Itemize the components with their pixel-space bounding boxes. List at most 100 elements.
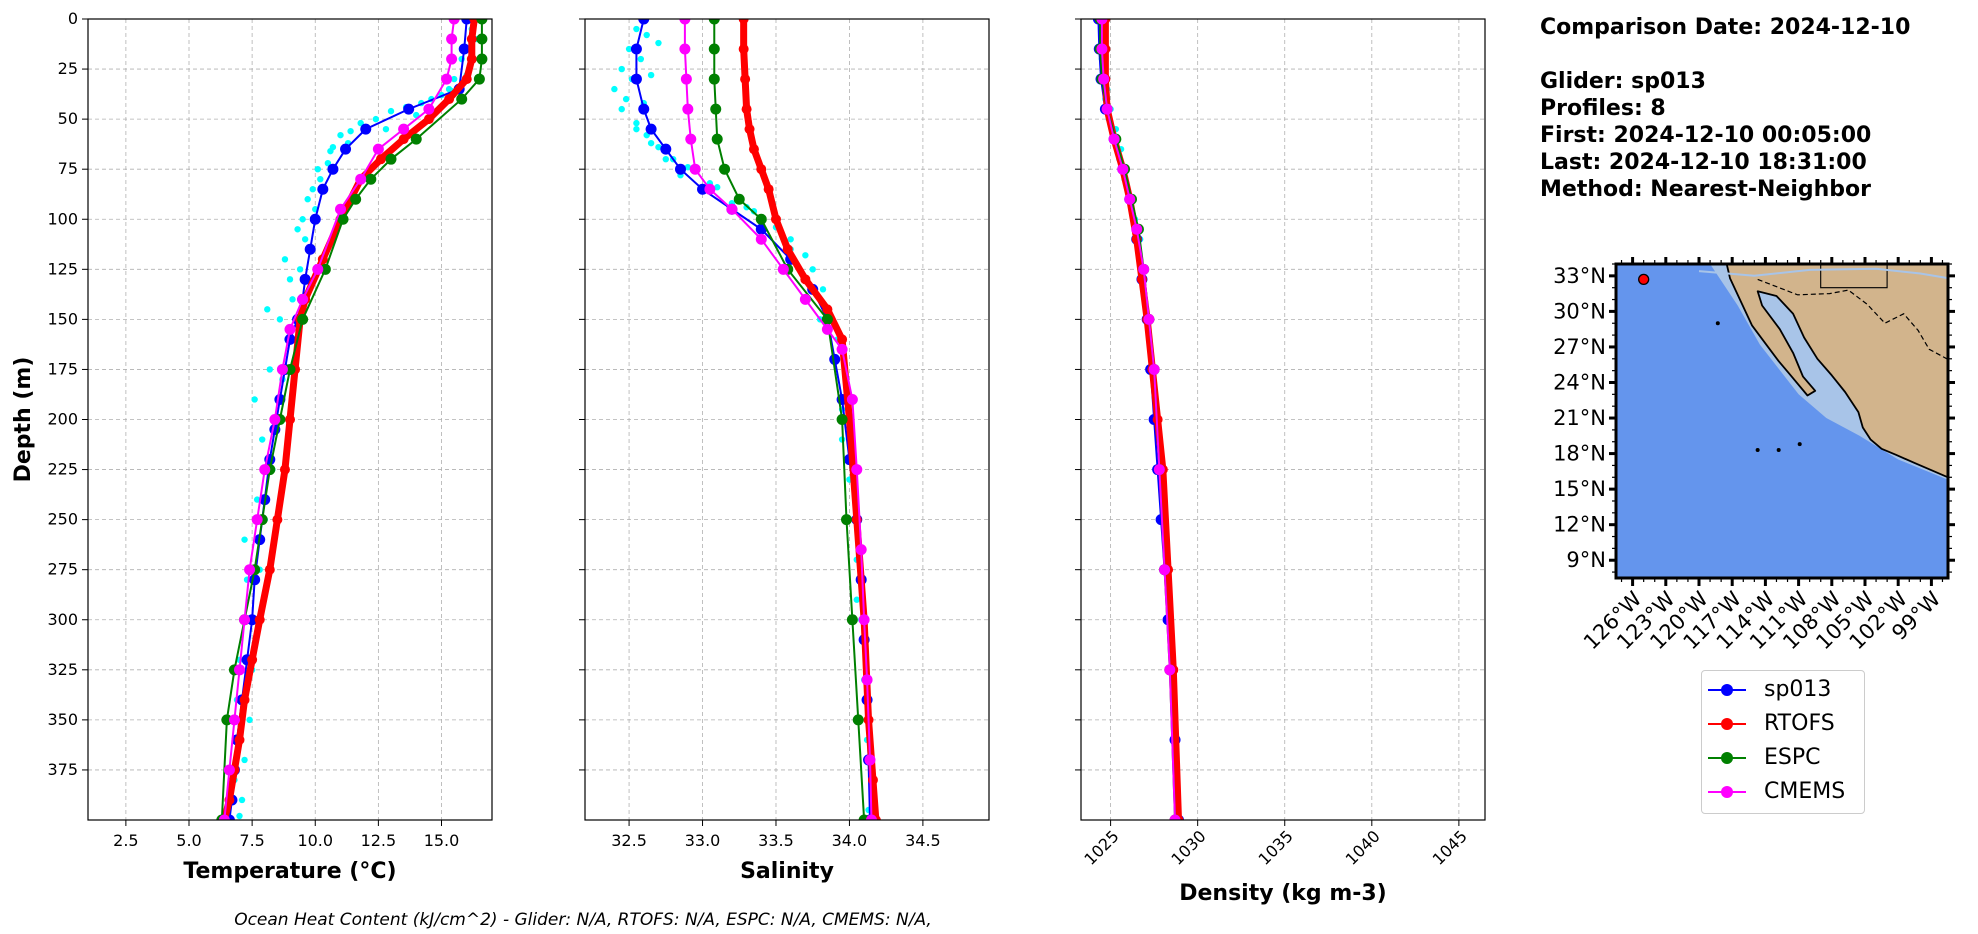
data-point [822,304,833,315]
state-border [1820,264,1888,289]
data-point [221,714,233,726]
island [1755,448,1760,453]
data-point [836,343,848,355]
scatter-point [324,159,332,167]
data-point [638,19,650,25]
data-point [685,133,697,145]
legend-label: CMEMS [1764,779,1846,804]
data-point [679,19,691,25]
data-point [865,814,877,820]
first-time: First: 2024-12-10 00:05:00 [1540,123,1872,148]
data-point [476,33,488,45]
lat-label: 12°N [1553,513,1606,537]
grid [1081,18,1485,820]
x-axis-label: Temperature (°C) [183,859,396,884]
data-point [398,123,410,135]
scatter-point [445,85,453,93]
x-tick-label: 32.5 [611,831,647,850]
data-point [444,94,455,105]
data-point [708,43,720,55]
lat-label: 18°N [1553,442,1606,466]
scatter-point [236,812,243,820]
data-point [461,19,473,25]
land [1725,264,1948,479]
data-point [711,133,723,145]
river [1698,267,1948,280]
data-point [1117,163,1129,175]
y-tick-label: 275 [47,560,78,579]
data-point [375,154,386,165]
data-point [738,19,749,24]
map-frame [1614,262,1950,580]
y-tick-label: 50 [58,109,78,128]
x-tick-label: 33.5 [758,831,794,850]
data-point [234,664,245,676]
data-point [319,263,331,275]
data-point [239,694,250,705]
legend-label: ESPC [1764,745,1821,770]
data-point [756,164,767,175]
data-point [704,183,716,195]
data-point [855,544,867,556]
lat-label: 27°N [1553,335,1606,359]
data-point [710,103,722,115]
y-tick-label: 375 [47,760,78,779]
data-point [410,133,422,145]
scatter-point [618,65,625,73]
data-point [244,564,256,576]
glider-name: Glider: sp013 [1540,69,1706,94]
data-point [708,19,720,25]
lat-label: 9°N [1566,548,1606,572]
x-tick-label: 12.5 [361,831,397,850]
scatter-point [276,316,284,323]
map-area [1616,264,1948,578]
data-point [741,104,752,115]
scatter-point [299,216,306,223]
x-tick-label: 1040 [1342,827,1384,869]
scatter-point [819,286,827,293]
data-point [466,34,477,45]
data-point [337,213,349,225]
scatter-point [238,796,246,804]
lat-label: 33°N [1553,264,1606,288]
data-point [269,414,281,425]
data-point [218,814,230,820]
legend-swatch-dot [1721,752,1733,764]
scatter-point [317,176,324,183]
series-sp013-all-profiles [231,25,481,820]
data-point [446,53,458,65]
x-tick-label: 34.0 [832,831,868,850]
data-point [312,263,324,275]
data-point [630,43,642,55]
scatter-point [266,366,273,373]
scatter-point [387,107,395,115]
scatter-point [637,55,645,63]
profile-count: Profiles: 8 [1540,96,1666,121]
data-point [682,103,694,115]
scatter-point [647,71,655,79]
x-tick-label: 1025 [1080,827,1122,869]
x-axis-label: Salinity [740,859,834,884]
data-point [1159,564,1171,576]
data-point [821,313,833,325]
x-tick-label: 1030 [1167,827,1209,869]
data-point [327,163,339,175]
data-point [335,203,346,215]
data-point [708,73,720,85]
scatter-point [633,125,640,133]
series-cmems [1096,19,1181,820]
data-point [284,363,296,375]
data-point [355,173,367,185]
data-point [458,43,470,55]
data-point [733,193,745,205]
scatter-point [253,496,261,503]
x-tick-label: 1045 [1429,827,1471,869]
scatter-point [643,31,650,39]
region-map: 33°N30°N27°N24°N21°N18°N15°N12°N9°N126°W… [1553,257,1955,654]
data-point [799,293,811,305]
data-point [403,103,415,115]
data-point [223,764,235,776]
y-tick-label: 350 [47,710,78,729]
data-point [638,103,650,115]
